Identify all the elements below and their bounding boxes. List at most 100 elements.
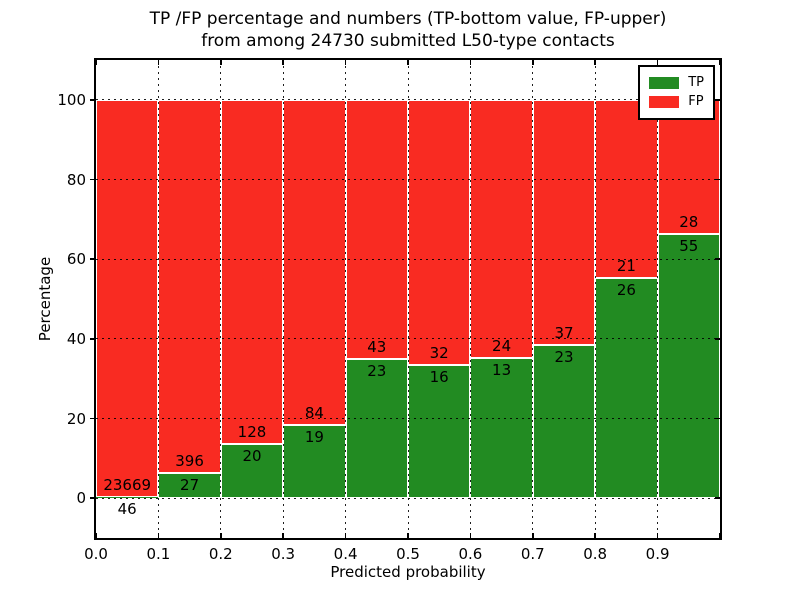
x-tick-mark — [469, 533, 472, 538]
vertical-gridline — [157, 60, 159, 538]
y-tick-mark-right — [715, 417, 720, 420]
y-tick-label: 80 — [66, 170, 86, 189]
tp-count-label: 55 — [679, 237, 699, 256]
tp-count-label: 20 — [242, 447, 262, 466]
y-tick-label: 0 — [76, 489, 86, 508]
x-tick-mark-top — [344, 60, 347, 65]
x-tick-label: 0.4 — [333, 545, 358, 563]
x-tick-mark — [532, 533, 534, 538]
y-tick-label: 20 — [66, 409, 86, 428]
legend-entry: TP — [649, 75, 704, 91]
fp-count-label: 28 — [679, 213, 699, 232]
x-tick-mark-top — [220, 60, 222, 65]
x-tick-mark-top — [532, 60, 534, 65]
x-tick-label: 0.8 — [583, 545, 608, 563]
tp-legend-swatch — [649, 77, 680, 89]
tp-count-label: 23 — [554, 348, 574, 367]
fp-count-label: 32 — [429, 344, 449, 363]
x-tick-mark-top — [95, 60, 97, 65]
chart-title-line1: TP /FP percentage and numbers (TP-bottom… — [149, 9, 667, 29]
y-tick-label: 60 — [66, 250, 86, 269]
fp-bar-segment — [96, 99, 159, 498]
fp-bar-segment — [532, 99, 596, 346]
horizontal-gridline — [96, 258, 720, 260]
y-tick-mark — [90, 258, 95, 260]
x-tick-mark — [594, 533, 596, 538]
fp-count-label: 23669 — [103, 476, 152, 495]
y-tick-mark — [90, 99, 95, 101]
y-tick-mark-right — [715, 497, 720, 499]
horizontal-gridline — [96, 179, 720, 180]
fp-bar-segment — [158, 99, 221, 473]
vertical-gridline — [345, 60, 347, 538]
y-tick-mark-right — [715, 338, 720, 340]
x-tick-mark-top — [157, 60, 160, 65]
x-tick-mark-top — [719, 60, 721, 65]
tp-count-label: 26 — [616, 280, 636, 299]
tp-bar-segment — [657, 234, 720, 499]
vertical-gridline — [407, 60, 409, 538]
fp-count-label: 37 — [554, 324, 574, 343]
y-tick-mark — [90, 417, 95, 420]
x-tick-label: 0.7 — [520, 545, 545, 563]
x-tick-mark-top — [656, 60, 659, 65]
tp-bar-segment — [470, 358, 533, 499]
x-tick-label: 0.6 — [458, 545, 483, 563]
fp-bar-segment — [345, 99, 408, 360]
fp-count-label: 396 — [175, 451, 204, 470]
tp-count-label: 13 — [492, 361, 512, 380]
y-tick-mark-right — [715, 258, 720, 260]
x-tick-label: 0.3 — [271, 545, 296, 563]
horizontal-gridline — [96, 99, 720, 101]
tp-bar-segment — [345, 359, 408, 499]
x-tick-mark-top — [594, 60, 596, 65]
x-tick-mark — [95, 533, 97, 538]
tp-bar-segment — [158, 472, 221, 499]
y-tick-label: 100 — [57, 90, 86, 109]
tp-count-label: 23 — [367, 362, 387, 381]
tp-count-label: 27 — [180, 475, 200, 494]
x-axis-label: Predicted probability — [330, 563, 486, 581]
x-tick-mark-top — [282, 60, 284, 65]
legend-entry-label: FP — [688, 94, 704, 109]
x-tick-label: 0.5 — [396, 545, 420, 563]
x-tick-label: 0.2 — [208, 545, 233, 563]
tp-bar-segment — [532, 345, 596, 499]
legend-entry-label: TP — [688, 75, 704, 90]
fp-count-label: 84 — [304, 403, 324, 422]
x-tick-mark-top — [407, 60, 409, 65]
x-tick-label: 0.1 — [146, 545, 171, 563]
x-tick-label: 0.9 — [645, 545, 670, 563]
fp-bar-segment — [657, 99, 720, 235]
fp-count-label: 21 — [616, 256, 636, 275]
tp-bar-segment — [595, 277, 658, 499]
vertical-gridline — [220, 60, 222, 538]
fp-legend-swatch — [649, 96, 680, 108]
vertical-gridline — [532, 60, 534, 538]
y-tick-mark — [90, 178, 95, 181]
x-tick-mark — [344, 533, 347, 538]
fp-count-label: 128 — [237, 423, 267, 442]
fp-count-label: 43 — [367, 338, 387, 357]
vertical-gridline — [594, 60, 596, 538]
y-tick-mark — [90, 497, 95, 499]
vertical-gridline — [657, 60, 659, 538]
vertical-gridline — [282, 60, 284, 538]
horizontal-gridline — [96, 497, 720, 499]
legend: TP FP — [638, 65, 715, 120]
tp-count-label: 19 — [304, 427, 324, 446]
horizontal-gridline — [96, 338, 720, 340]
tp-bar-segment — [408, 365, 471, 499]
x-tick-mark — [656, 533, 659, 538]
tp-count-label: 16 — [429, 368, 449, 387]
legend-entry: FP — [649, 94, 704, 110]
x-tick-mark — [220, 533, 222, 538]
fp-bar-segment — [595, 99, 658, 278]
x-tick-mark — [157, 533, 160, 538]
chart-title-line2: from among 24730 submitted L50-type cont… — [201, 31, 615, 51]
y-tick-mark-right — [715, 178, 720, 181]
x-tick-mark — [282, 533, 284, 538]
y-axis-label: Percentage — [36, 256, 54, 342]
x-tick-mark-top — [469, 60, 472, 65]
